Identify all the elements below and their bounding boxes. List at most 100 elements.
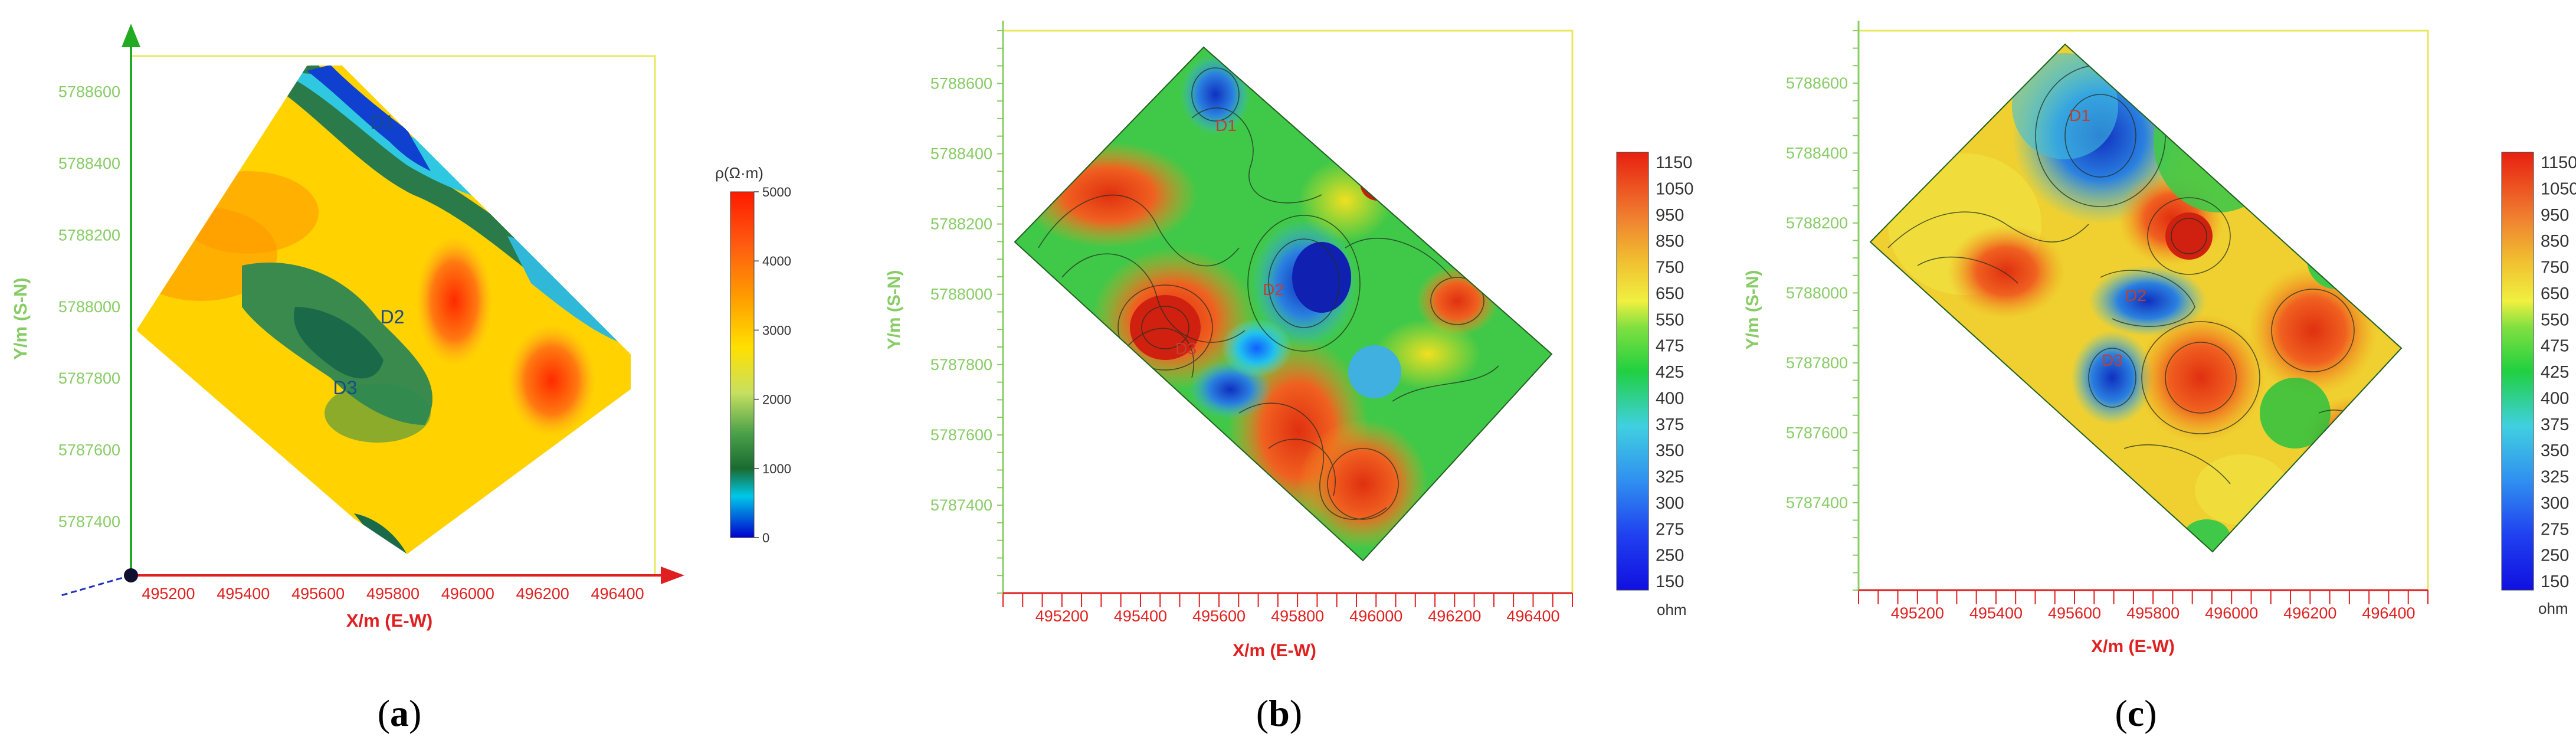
colorbar-tick-label: 150 (2541, 572, 2569, 591)
x-tick-label: 495600 (291, 585, 345, 603)
panel-a: 495200 495400 495600 495800 496000 496200 4964… (10, 24, 791, 734)
colorbar-tick-label: 150 (1656, 572, 1684, 591)
colorbar-tick-label: 750 (2541, 258, 2569, 277)
contour-map-b (1014, 46, 1553, 562)
y-tick-label: 5787600 (1786, 424, 1848, 441)
x-tick-label: 495200 (1035, 607, 1089, 625)
y-tick-label: 5788200 (1786, 214, 1848, 232)
colorbar-tick-label: 425 (1656, 363, 1684, 382)
colorbar-tick-label: 3000 (762, 323, 791, 338)
contour-map-a (135, 64, 632, 556)
y-tick-label: 5787800 (58, 369, 120, 387)
y-tick-label: 5788200 (930, 215, 992, 233)
colorbar-tick-label: 650 (1656, 284, 1684, 303)
x-tick-label: 496200 (1428, 607, 1481, 625)
origin-dot-a (124, 568, 138, 582)
caption-c: (c) (2115, 692, 2157, 734)
colorbar-tick-label: 950 (2541, 206, 2569, 225)
map-outline-a (135, 64, 632, 556)
annotation-d1-b: D1 (1215, 116, 1237, 135)
y-axis-label-c: Y/m (S-N) (1743, 270, 1762, 350)
y-tick-label: 5787400 (58, 513, 120, 531)
caption-b: (b) (1256, 692, 1302, 734)
x-tick-label: 495800 (366, 585, 419, 603)
panel-b: 495200 495400 495600 495800 496000 496200 4964… (884, 21, 1694, 734)
ticks-c: 495200 495400 495600 495800 496000 496200 4964… (1786, 30, 2428, 622)
colorbar-tick-label: 475 (2541, 337, 2569, 356)
colorbar-title-a: ρ(Ω·m) (715, 164, 763, 182)
plot-frame-b (1003, 30, 1574, 593)
colorbar-tick-label: 350 (2541, 441, 2569, 460)
colorbar-tick-label: 325 (2541, 468, 2569, 487)
x-tick-label: 496400 (2362, 604, 2415, 622)
ticks-b: 495200 495400 495600 495800 496000 496200 4964… (930, 30, 1573, 625)
colorbar-tick-label: 300 (2541, 494, 2569, 513)
colorbar-tick-label: 325 (1656, 468, 1684, 487)
colorbar-tick-label: 850 (2541, 232, 2569, 251)
y-tick-label: 5787400 (930, 496, 992, 514)
y-tick-label: 5787400 (1786, 494, 1848, 512)
colorbar-c (2501, 152, 2534, 591)
y-axis-label-b: Y/m (S-N) (884, 270, 904, 350)
y-tick-label: 5788000 (930, 286, 992, 303)
x-tick-label: 496400 (591, 585, 644, 603)
x-tick-label: 495200 (1891, 604, 1944, 622)
ticks-a: 495200 495400 495600 495800 496000 496200 4964… (58, 83, 644, 603)
colorbar-tick-label: 550 (1656, 310, 1684, 329)
colorbar-tick-label: 275 (1656, 520, 1684, 539)
y-tick-label: 5788400 (1786, 144, 1848, 162)
colorbar-tick-label: 1050 (2541, 179, 2576, 198)
y-tick-label: 5788600 (1786, 74, 1848, 92)
x-tick-label: 495400 (1969, 604, 2023, 622)
colorbar-tick-label: 425 (2541, 363, 2569, 382)
colorbar-unit-b: ohm (1657, 601, 1687, 618)
y-tick-label: 5788400 (930, 145, 992, 162)
x-tick-label: 496200 (2283, 604, 2336, 622)
colorbar-ticks-b: 150 250 275 300 325 350 375 400 425 475 550 650 750 8… (1656, 153, 1694, 591)
annotation-d1-a: D1 (371, 112, 395, 133)
x-axis-label-c: X/m (E-W) (2091, 637, 2175, 656)
annotation-d2-b: D2 (1263, 280, 1284, 299)
colorbar-a (730, 191, 755, 538)
colorbar-tick-label: 250 (1656, 546, 1684, 565)
colorbar-tick-label: 850 (1656, 232, 1684, 251)
x-tick-label: 495600 (1192, 607, 1246, 625)
x-tick-label: 496000 (441, 585, 494, 603)
x-tick-label: 495400 (1114, 607, 1167, 625)
x-tick-label: 496000 (2205, 604, 2258, 622)
x-tick-label: 495400 (217, 585, 270, 603)
plot-frame-a (131, 55, 656, 575)
x-axis-arrow-a (661, 567, 684, 584)
colorbar-tick-label: 1150 (1656, 153, 1692, 172)
y-tick-label: 5788600 (930, 74, 992, 92)
map-outline-b (1014, 46, 1553, 562)
y-tick-label: 5788000 (1786, 284, 1848, 302)
plot-frame-c (1859, 30, 2429, 590)
y-tick-label: 5787600 (58, 441, 120, 459)
x-tick-label: 495800 (1271, 607, 1324, 625)
colorbar-unit-c: ohm (2538, 600, 2568, 617)
y-tick-label: 5787600 (930, 426, 992, 444)
colorbar-tick-label: 400 (2541, 389, 2569, 408)
colorbar-tick-label: 1050 (1656, 179, 1694, 198)
colorbar-tick-label: 750 (1656, 258, 1684, 277)
y-axis-label-a: Y/m (S-N) (10, 277, 31, 360)
colorbar-tick-label: 4000 (762, 254, 791, 269)
colorbar-tick-label: 550 (2541, 310, 2569, 329)
colorbar-tick-label: 375 (2541, 415, 2569, 434)
x-tick-label: 495200 (142, 585, 195, 603)
annotation-d3-b: D3 (1175, 339, 1197, 358)
colorbar-tick-label: 650 (2541, 284, 2569, 303)
colorbar-b (1616, 152, 1649, 591)
y-tick-label: 5787800 (1786, 354, 1848, 372)
colorbar-tick-label: 0 (762, 531, 769, 545)
colorbar-ticks-a: 0 1000 2000 3000 4000 5000 (754, 185, 791, 545)
y-tick-label: 5788400 (58, 155, 120, 172)
colorbar-tick-label: 300 (1656, 494, 1684, 513)
caption-a: (a) (378, 692, 422, 734)
y-tick-label: 5788600 (58, 83, 120, 101)
y-tick-label: 5788200 (58, 226, 120, 244)
x-tick-label: 496200 (516, 585, 569, 603)
colorbar-tick-label: 5000 (762, 185, 791, 199)
